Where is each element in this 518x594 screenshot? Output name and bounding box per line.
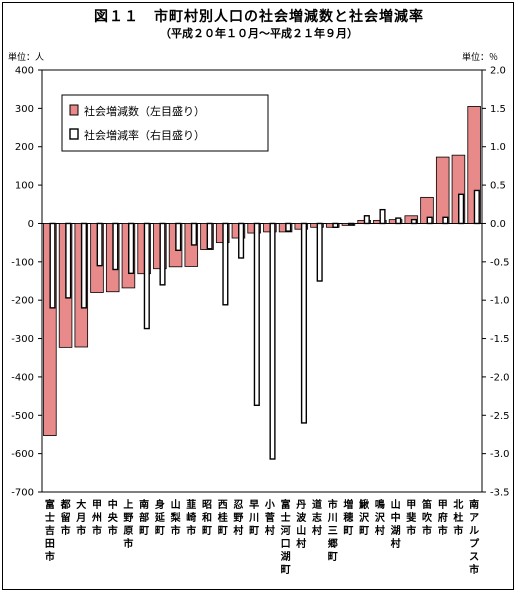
right-axis-tick-label: -2.0 — [490, 372, 510, 383]
legend-swatch-rate — [69, 128, 79, 140]
category-label: 小菅村 — [264, 498, 275, 537]
bar-rate-9 — [175, 222, 182, 252]
category-label: 大月市 — [75, 498, 86, 537]
left-axis-tick-label: 400 — [15, 66, 34, 77]
right-axis-tick-label: -2.5 — [490, 411, 510, 422]
right-axis-tick-label: 1.5 — [490, 104, 506, 115]
bar-rate-25 — [426, 216, 433, 225]
category-label: 南部町 — [139, 498, 149, 537]
bar-rate-13 — [238, 222, 245, 259]
left-axis-tick-label: -400 — [11, 372, 34, 383]
category-label: 北杜市 — [453, 498, 463, 537]
category-label: 甲斐市 — [406, 499, 417, 537]
category-label: 南アルプス市 — [469, 498, 480, 576]
category-label: 富士吉田市 — [45, 498, 55, 563]
category-label: 中央市 — [108, 498, 119, 537]
left-axis-tick-label: -500 — [11, 411, 34, 422]
right-axis-tick-label: 2.0 — [490, 66, 506, 77]
left-axis-tick-label: 200 — [15, 142, 34, 153]
legend-swatch-count — [69, 104, 79, 116]
bar-rate-7 — [143, 222, 150, 330]
category-label: 鳴沢村 — [375, 498, 386, 537]
left-axis-tick-label: -700 — [11, 488, 34, 499]
category-label: 山梨市 — [170, 498, 182, 537]
right-axis-tick-label: -3.0 — [490, 449, 510, 460]
category-label: 増穂町 — [343, 498, 353, 537]
bar-rate-3 — [80, 222, 88, 309]
right-axis-tick-label: 0.0 — [490, 219, 506, 230]
category-label: 道志村 — [312, 498, 322, 537]
chart-title: 図１１ 市町村別人口の社会増減数と社会増減率 — [94, 9, 424, 25]
bar-rate-6 — [128, 222, 135, 275]
left-axis-tick-label: 0 — [28, 219, 34, 230]
category-label: 山中湖村 — [391, 498, 401, 550]
bar-rate-26 — [442, 216, 449, 225]
left-axis-unit: 単位：人 — [8, 53, 45, 63]
left-axis-tick-label: 100 — [15, 181, 34, 192]
legend-label-count: 社会増減数（左目盛り） — [84, 104, 205, 118]
category-label: 鰍沢町 — [358, 498, 370, 537]
bar-rate-17 — [300, 222, 308, 424]
right-axis-tick-label: 1.0 — [490, 142, 506, 153]
category-label: 西桂町 — [217, 499, 228, 537]
category-label: 早川町 — [248, 499, 259, 537]
right-axis-tick-label: -1.5 — [490, 334, 510, 345]
bar-rate-22 — [379, 208, 386, 225]
bar-rate-12 — [222, 222, 229, 306]
right-axis-tick-label: -0.5 — [490, 257, 510, 268]
bar-rate-16 — [285, 222, 292, 232]
category-label: 上野原市 — [123, 498, 133, 550]
category-label: 都留市 — [60, 498, 71, 537]
bar-rate-19 — [332, 222, 339, 228]
bar-rate-15 — [269, 222, 276, 460]
bar-rate-1 — [49, 222, 56, 309]
category-label: 韮崎市 — [186, 498, 196, 537]
left-axis-tick-label: -100 — [11, 257, 34, 268]
category-label: 甲州市 — [91, 499, 102, 537]
bar-rate-2 — [65, 222, 72, 299]
right-axis-tick-label: 0.5 — [490, 181, 506, 192]
category-label: 富士河口湖町 — [281, 498, 291, 576]
bar-rate-28 — [473, 189, 480, 225]
bar-rate-21 — [363, 215, 370, 225]
category-label: 忍野村 — [233, 499, 243, 537]
bar-rate-27 — [458, 193, 465, 225]
category-label: 丹波山村 — [296, 499, 307, 550]
bar-rate-4 — [96, 222, 103, 267]
chart-subtitle: （平成２０年１０月～平成２１年９月） — [160, 27, 358, 40]
legend-label-rate: 社会増減率（右目盛り） — [84, 128, 205, 142]
bar-rate-8 — [159, 222, 166, 286]
bar-rate-20 — [348, 222, 355, 226]
bar-rate-18 — [316, 222, 323, 282]
right-axis-tick-label: -1.0 — [490, 296, 510, 307]
left-axis-tick-label: 300 — [15, 104, 34, 115]
category-label: 笛吹市 — [421, 498, 432, 537]
bar-count-26 — [435, 156, 450, 224]
left-axis-tick-label: -200 — [11, 296, 34, 307]
right-axis-tick-label: -3.5 — [490, 488, 510, 499]
category-label: 甲府市 — [438, 499, 448, 537]
category-label: 昭和町 — [201, 499, 212, 537]
bar-rate-5 — [112, 222, 119, 271]
bar-rate-14 — [253, 222, 260, 406]
plot-area — [41, 69, 483, 493]
bar-rate-11 — [206, 222, 213, 250]
left-axis-tick-label: -300 — [11, 334, 34, 345]
bar-rate-23 — [395, 217, 402, 225]
category-label: 市川三郷町 — [327, 498, 338, 563]
bar-rate-24 — [410, 218, 418, 225]
category-label: 身延町 — [154, 498, 166, 537]
legend-box — [61, 94, 269, 152]
bar-rate-10 — [190, 222, 198, 246]
left-axis-tick-label: -600 — [11, 449, 34, 460]
right-axis-unit: 単位：％ — [462, 53, 499, 63]
